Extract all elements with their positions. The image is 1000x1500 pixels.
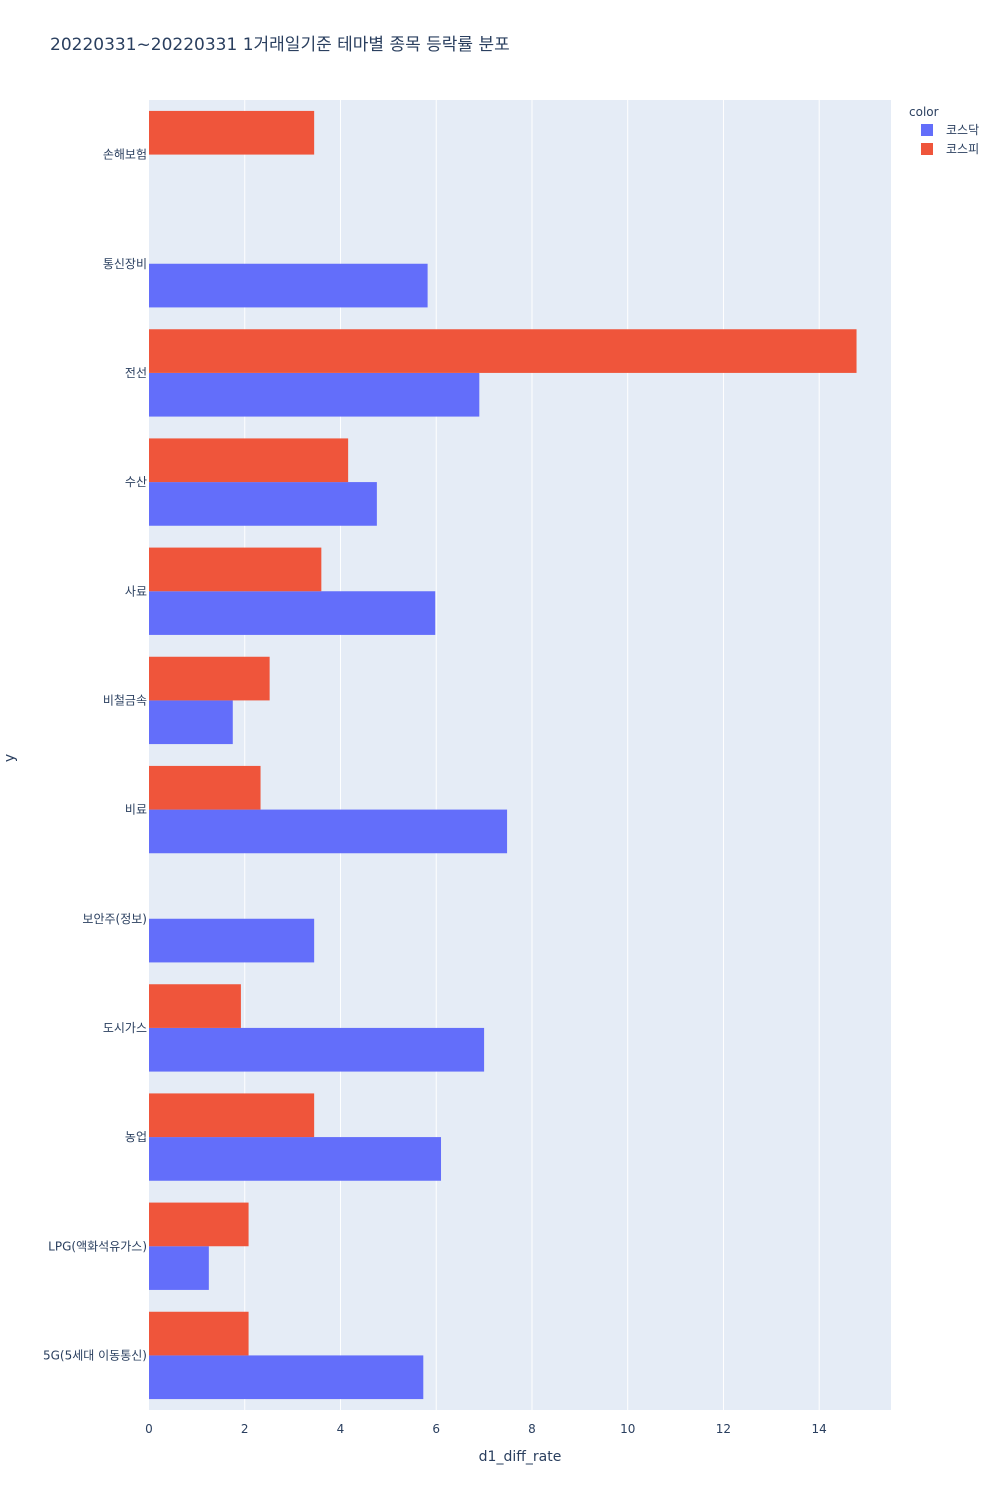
x-tick-label: 0	[145, 1422, 153, 1436]
legend-swatch[interactable]	[921, 143, 933, 155]
legend-swatch[interactable]	[921, 124, 933, 136]
y-tick-label: 사료	[125, 584, 147, 598]
legend-label[interactable]: 코스피	[946, 142, 979, 156]
x-tick-label: 4	[337, 1422, 345, 1436]
y-tick-label: 손해보험	[103, 148, 147, 162]
x-tick-label: 10	[620, 1422, 635, 1436]
bar[interactable]	[149, 700, 233, 745]
y-tick-label: 통신장비	[103, 257, 147, 271]
y-tick-label: 농업	[125, 1130, 147, 1144]
bar[interactable]	[149, 1311, 249, 1356]
y-tick-label: 보안주(정보)	[82, 912, 147, 926]
chart-title: 20220331~20220331 1거래일기준 테마별 종목 등락률 분포	[50, 35, 510, 55]
x-tick-labels: 0 2 4 6 8 10 12 14	[145, 1422, 827, 1436]
x-axis-title: d1_diff_rate	[479, 1449, 562, 1465]
y-tick-label: 수산	[125, 475, 147, 489]
y-tick-label: 전선	[125, 366, 147, 380]
bar[interactable]	[149, 809, 508, 854]
y-tick-label: 비철금속	[103, 693, 147, 707]
bar[interactable]	[149, 656, 270, 701]
bar[interactable]	[149, 918, 315, 963]
bar[interactable]	[149, 591, 436, 635]
y-tick-label: 5G(5세대 이동통신)	[43, 1348, 147, 1362]
legend-label[interactable]: 코스닥	[946, 123, 979, 137]
y-tick-label: 비료	[125, 803, 147, 817]
bar[interactable]	[149, 329, 857, 373]
plot-background	[149, 100, 891, 1410]
x-tick-label: 2	[241, 1422, 249, 1436]
bar[interactable]	[149, 438, 349, 483]
y-tick-labels: 5G(5세대 이동통신) LPG(액화석유가스) 농업 도시가스 보안주(정보) 비료 비철…	[43, 148, 147, 1363]
bar[interactable]	[149, 372, 480, 417]
bar[interactable]	[149, 984, 241, 1028]
gridlines	[244, 100, 820, 1410]
bar[interactable]	[149, 1137, 442, 1181]
legend-title: color	[909, 105, 939, 119]
bar[interactable]	[149, 263, 428, 308]
bar[interactable]	[149, 1093, 315, 1138]
bar[interactable]	[149, 1027, 485, 1072]
bar[interactable]	[149, 110, 315, 155]
bar[interactable]	[149, 1202, 249, 1247]
x-tick-label: 14	[812, 1422, 827, 1436]
x-tick-label: 6	[432, 1422, 440, 1436]
bar[interactable]	[149, 482, 377, 526]
bars	[149, 110, 857, 1400]
x-tick-label: 12	[716, 1422, 731, 1436]
y-tick-label: LPG(액화석유가스)	[48, 1239, 147, 1253]
x-tick-label: 8	[528, 1422, 536, 1436]
bar[interactable]	[149, 1355, 424, 1400]
bar[interactable]	[149, 1246, 209, 1290]
y-axis-title: y	[2, 754, 18, 762]
bar[interactable]	[149, 765, 261, 810]
y-tick-label: 도시가스	[103, 1021, 147, 1035]
bar[interactable]	[149, 547, 322, 592]
